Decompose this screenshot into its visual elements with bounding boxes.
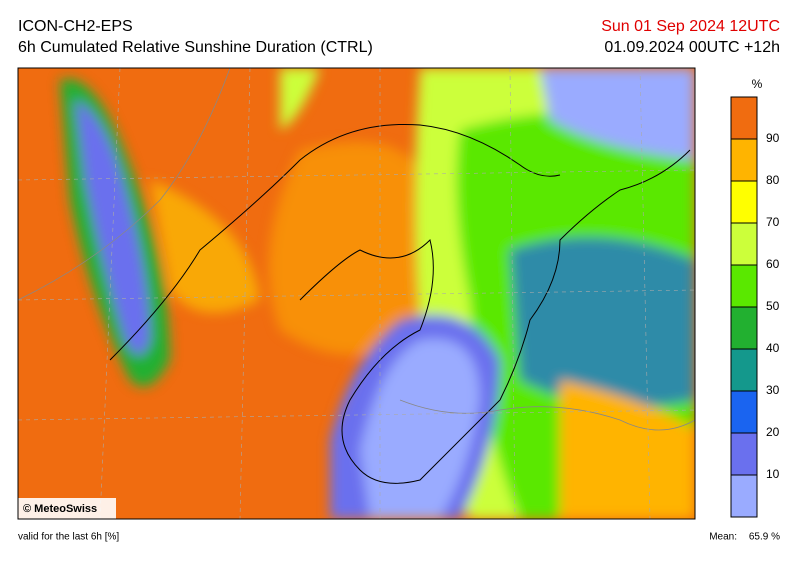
colorbar-tick-label: 60 xyxy=(766,257,780,271)
product-title: 6h Cumulated Relative Sunshine Duration … xyxy=(18,39,373,56)
colorbar-bin xyxy=(731,265,757,307)
colorbar-tick-label: 40 xyxy=(766,341,780,355)
colorbar-bin xyxy=(731,349,757,391)
colorbar-tick-label: 20 xyxy=(766,425,780,439)
colorbar-bin xyxy=(731,181,757,223)
legend-unit: % xyxy=(752,77,763,91)
colorbar: 10 20 30 40 50 60 70 80 90 xyxy=(730,96,780,518)
colorbar-tick-label: 70 xyxy=(766,215,780,229)
valid-date: Sun 01 Sep 2024 12UTC xyxy=(601,18,780,35)
colorbar-tick-label: 50 xyxy=(766,299,780,313)
model-name: ICON-CH2-EPS xyxy=(18,18,133,35)
colorbar-bin xyxy=(731,97,757,139)
colorbar-tick-label: 30 xyxy=(766,383,780,397)
colorbar-bin xyxy=(731,223,757,265)
copyright: © MeteoSwiss xyxy=(23,503,97,515)
colorbar-tick-label: 80 xyxy=(766,173,780,187)
colorbar-tick-label: 90 xyxy=(766,131,780,145)
colorbar-bin xyxy=(731,433,757,475)
mean-label: Mean: xyxy=(709,532,737,543)
colorbar-bin xyxy=(731,307,757,349)
colorbar-bin xyxy=(731,139,757,181)
colorbar-bin xyxy=(731,475,757,517)
validity-note: valid for the last 6h [%] xyxy=(18,532,119,543)
colorbar-tick-label: 10 xyxy=(766,467,780,481)
run-info: 01.09.2024 00UTC +12h xyxy=(604,39,780,56)
mean-value: 65.9 % xyxy=(749,532,780,543)
map: © MeteoSwiss xyxy=(18,68,695,519)
colorbar-bin xyxy=(731,391,757,433)
